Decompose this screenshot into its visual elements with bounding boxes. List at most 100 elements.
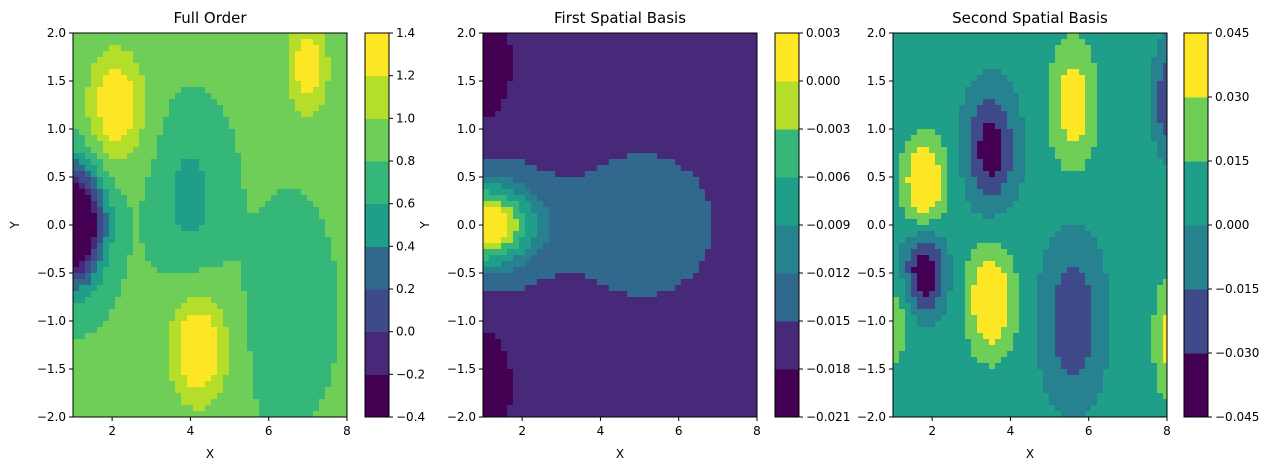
contour-cell: [651, 171, 658, 178]
contour-cell: [325, 87, 332, 94]
contour-cell: [271, 231, 278, 238]
contour-cell: [271, 201, 278, 208]
contour-cell: [651, 195, 658, 202]
contour-cell: [319, 135, 326, 142]
contour-cell: [585, 129, 592, 136]
contour-cell: [651, 261, 658, 268]
contour-cell: [121, 285, 128, 292]
contour-cell: [633, 285, 640, 292]
contour-cell: [337, 123, 344, 130]
contour-cell: [265, 39, 272, 46]
contour-cell: [639, 225, 646, 232]
contour-cell: [85, 63, 92, 70]
contour-cell: [109, 153, 116, 160]
contour-cell: [295, 225, 302, 232]
contour-cell: [115, 225, 122, 232]
contour-cell: [645, 87, 652, 94]
contour-cell: [627, 267, 634, 274]
contour-cell: [747, 183, 754, 190]
contour-cell: [253, 363, 260, 370]
contour-cell: [259, 261, 266, 268]
contour-cell: [615, 153, 622, 160]
contour-cell: [579, 159, 586, 166]
contour-cell: [193, 237, 200, 244]
contour-cell: [169, 147, 176, 154]
contour-cell: [693, 57, 700, 64]
contour-cell: [295, 267, 302, 274]
contour-cell: [549, 267, 556, 274]
contour-cell: [675, 261, 682, 268]
contour-cell: [331, 117, 338, 124]
contour-cell: [271, 33, 278, 40]
contour-cell: [253, 243, 260, 250]
contour-cell: [537, 267, 544, 274]
contour-cell: [633, 213, 640, 220]
contour-cell: [555, 213, 562, 220]
contour-cell: [319, 147, 326, 154]
contour-cell: [307, 45, 314, 52]
contour-cell: [621, 231, 628, 238]
contour-cell: [343, 321, 348, 328]
contour-cell: [277, 243, 284, 250]
contour-cell: [729, 213, 736, 220]
contour-cell: [133, 147, 140, 154]
contour-cell: [271, 219, 278, 226]
contour-cell: [717, 123, 724, 130]
contour-cell: [199, 399, 206, 406]
contour-cell: [633, 165, 640, 172]
contour-cell: [109, 33, 116, 40]
contour-cell: [283, 213, 290, 220]
contour-cell: [181, 171, 188, 178]
contour-cell: [313, 267, 320, 274]
contour-cell: [271, 225, 278, 232]
contour-cell: [223, 255, 230, 262]
contour-cell: [609, 81, 616, 88]
contour-cell: [115, 345, 122, 352]
contour-cell: [193, 117, 200, 124]
contour-cell: [205, 57, 212, 64]
contour-cell: [699, 237, 706, 244]
contour-cell: [693, 225, 700, 232]
contour-cell: [187, 207, 194, 214]
contour-cell: [169, 75, 176, 82]
contour-cell: [79, 177, 86, 184]
contour-cell: [181, 201, 188, 208]
contour-cell: [705, 273, 712, 280]
contour-cell: [127, 81, 134, 88]
contour-cell: [241, 249, 248, 256]
contour-cell: [651, 183, 658, 190]
contour-cell: [247, 51, 254, 58]
contour-cell: [633, 81, 640, 88]
contour-cell: [169, 171, 176, 178]
contour-cell: [735, 69, 742, 76]
contour-cell: [217, 261, 224, 268]
contour-cell: [223, 279, 230, 286]
contour-cell: [633, 117, 640, 124]
contour-cell: [241, 315, 248, 322]
contour-cell: [259, 45, 266, 52]
contour-cell: [73, 249, 80, 256]
colorbar-band: [365, 161, 389, 205]
contour-cell: [313, 165, 320, 172]
contour-cell: [199, 201, 206, 208]
contour-cell: [289, 51, 296, 58]
contour-cell: [525, 291, 532, 298]
contour-cell: [705, 105, 712, 112]
contour-cell: [753, 57, 758, 64]
contour-cell: [145, 177, 152, 184]
contour-cell: [331, 183, 338, 190]
contour-cell: [259, 141, 266, 148]
contour-cell: [157, 411, 164, 418]
contour-cell: [319, 345, 326, 352]
contour-cell: [597, 183, 604, 190]
contour-cell: [741, 57, 748, 64]
contour-cell: [729, 147, 736, 154]
contour-cell: [157, 279, 164, 286]
contour-cell: [259, 69, 266, 76]
contour-cell: [277, 93, 284, 100]
contour-cell: [205, 51, 212, 58]
contour-cell: [675, 255, 682, 262]
contour-cell: [561, 255, 568, 262]
contour-cell: [525, 243, 532, 250]
contour-cell: [139, 237, 146, 244]
